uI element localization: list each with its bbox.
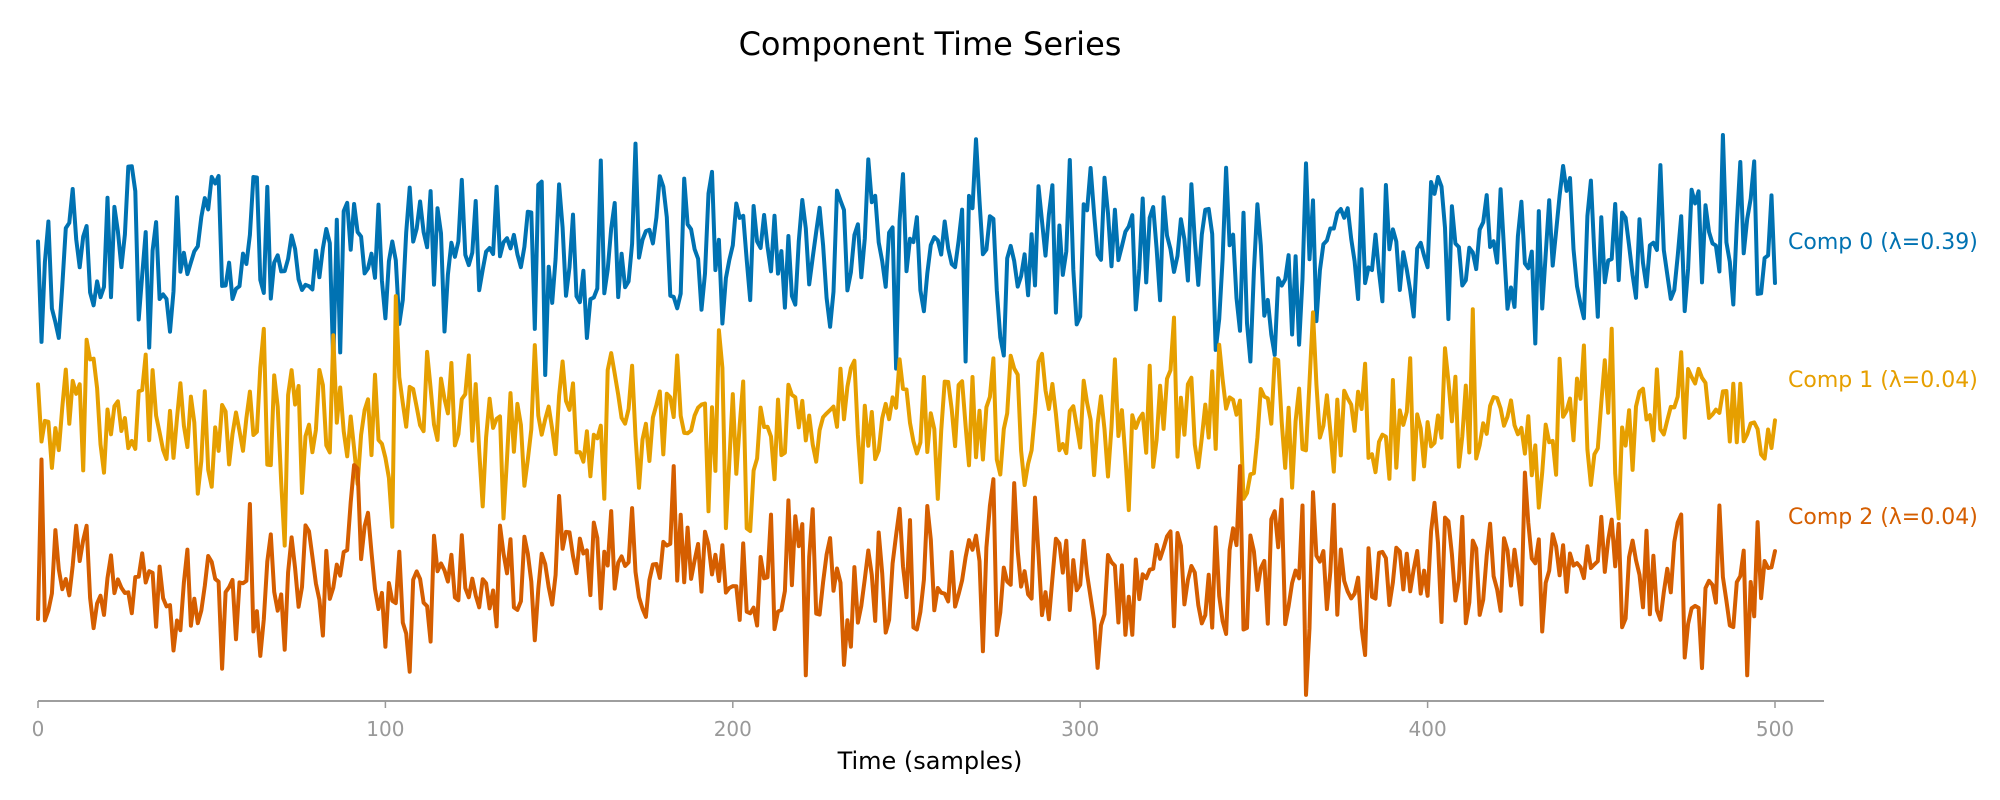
x-tick-group: 0 100 200 300 400 500 — [32, 701, 1794, 741]
series-label-group: Comp 0 (λ=0.39) Comp 1 (λ=0.04) Comp 2 (λ=… — [1788, 230, 1978, 530]
chart-title: Component Time Series — [739, 25, 1122, 63]
x-axis-label: Time (samples) — [837, 747, 1023, 775]
comp-0-line — [36, 133, 1777, 377]
comp-2-label: Comp 2 (λ=0.04) — [1788, 505, 1978, 530]
x-tick-label: 200 — [714, 717, 752, 741]
series-group — [36, 133, 1777, 697]
x-tick-label: 300 — [1061, 717, 1099, 741]
x-tick-label: 500 — [1756, 717, 1794, 741]
x-tick-label: 0 — [32, 717, 45, 741]
comp-2-line — [36, 457, 1777, 697]
comp-1-label: Comp 1 (λ=0.04) — [1788, 368, 1978, 393]
comp-1-line — [36, 294, 1777, 548]
x-tick-label: 100 — [366, 717, 404, 741]
x-tick-label: 400 — [1409, 717, 1447, 741]
comp-0-label: Comp 0 (λ=0.39) — [1788, 230, 1978, 255]
